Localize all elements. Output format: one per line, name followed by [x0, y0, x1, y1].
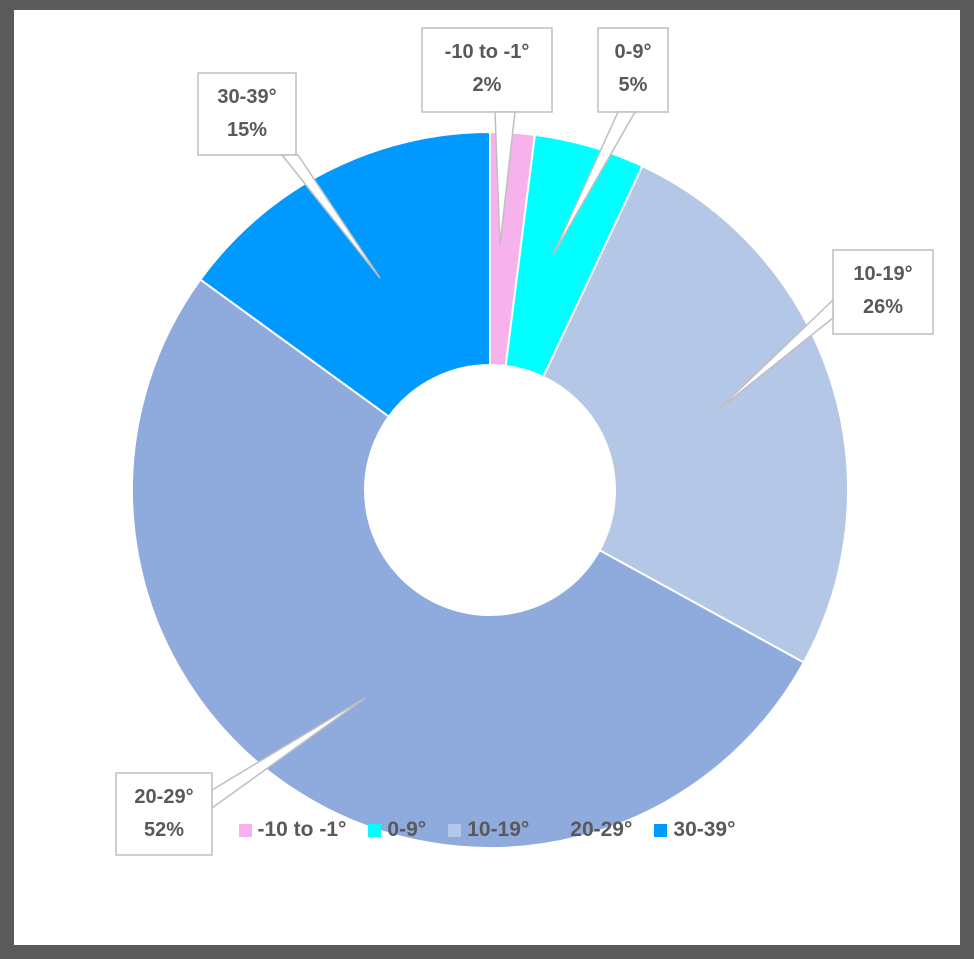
callout-value: 2%: [473, 74, 502, 96]
legend-swatch: [368, 823, 382, 837]
legend-label: 20-29°: [570, 818, 633, 841]
legend-label: 10-19°: [467, 818, 530, 841]
donut-slice: [131, 278, 806, 849]
callout-pointer: [552, 111, 637, 256]
legend-swatch: [551, 823, 565, 837]
legend-item: 20-29°: [551, 818, 632, 842]
callout-category: 20-29°: [134, 786, 193, 808]
callout-box: [832, 249, 934, 335]
legend-label: -10 to -1°: [257, 818, 347, 841]
donut-slice: [198, 130, 491, 418]
legend-item: 30-39°: [654, 818, 736, 842]
legend-label: 30-39°: [673, 818, 736, 841]
callout-value: 52%: [144, 819, 184, 841]
legend-swatch: [654, 823, 668, 837]
callout-value: 26%: [863, 296, 903, 318]
callout-pointer: [717, 298, 834, 411]
callout-box: [597, 27, 669, 113]
callout-value: 15%: [227, 119, 267, 141]
callout-pointer: [494, 111, 516, 246]
legend-item: 0-9°: [368, 818, 426, 842]
legend: -10 to -1° 0-9° 10-19° 20-29° 30-39°: [0, 818, 974, 842]
callout-category: 30-39°: [217, 86, 276, 108]
callout-pointer: [211, 697, 366, 810]
callout-pointer: [280, 154, 381, 279]
callout-category: -10 to -1°: [445, 41, 530, 63]
donut-slice: [541, 164, 849, 664]
callout-value: 5%: [619, 74, 648, 96]
legend-item: 10-19°: [448, 818, 529, 842]
callout-category: 0-9°: [615, 41, 652, 63]
callout-category: 10-19°: [853, 263, 912, 285]
callout-box: [421, 27, 553, 113]
callout-box: [197, 72, 297, 156]
legend-swatch: [238, 823, 252, 837]
legend-label: 0-9°: [387, 818, 427, 841]
callout-box: [115, 772, 213, 856]
legend-item: -10 to -1°: [238, 818, 347, 842]
legend-swatch: [448, 823, 462, 837]
